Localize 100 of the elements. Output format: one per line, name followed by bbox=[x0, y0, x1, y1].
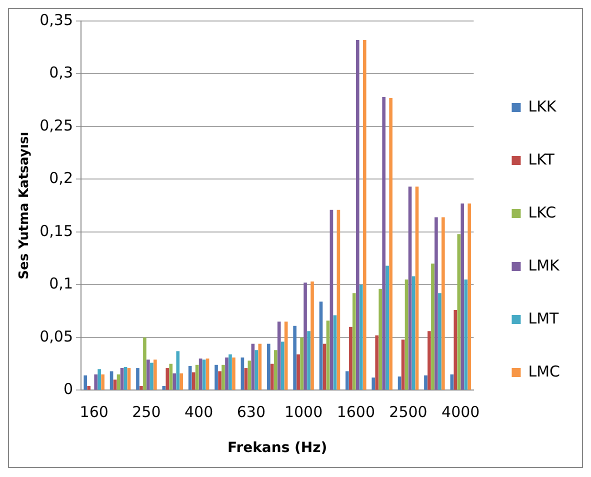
bar bbox=[424, 375, 428, 390]
bar bbox=[169, 364, 173, 390]
bar bbox=[113, 380, 117, 390]
bar bbox=[84, 375, 88, 390]
bar bbox=[202, 360, 206, 390]
bar bbox=[180, 373, 184, 390]
bar bbox=[336, 210, 340, 390]
bar bbox=[120, 368, 124, 390]
legend-label: LKT bbox=[528, 150, 556, 168]
bar bbox=[352, 293, 356, 390]
bar bbox=[442, 217, 445, 390]
bar bbox=[460, 203, 464, 390]
bar bbox=[127, 368, 131, 390]
x-tick-label: 630 bbox=[236, 403, 266, 422]
bar bbox=[372, 378, 376, 390]
bar bbox=[94, 374, 98, 390]
bar bbox=[266, 344, 270, 390]
x-tick-label: 250 bbox=[132, 403, 161, 422]
bar bbox=[428, 331, 431, 390]
y-tick-label: 0 bbox=[63, 380, 73, 398]
bar bbox=[349, 326, 352, 390]
bar bbox=[382, 96, 386, 390]
bar bbox=[300, 337, 304, 390]
bar bbox=[244, 368, 248, 390]
bar bbox=[188, 366, 192, 390]
y-tick-label: 0,15 bbox=[40, 222, 73, 240]
bar bbox=[284, 322, 288, 390]
bar bbox=[378, 288, 382, 390]
x-tick-label: 1000 bbox=[284, 403, 323, 422]
legend-label: LMC bbox=[528, 362, 560, 380]
bar bbox=[206, 358, 210, 390]
bar bbox=[232, 358, 236, 390]
x-tick-label: 160 bbox=[80, 403, 108, 422]
bar bbox=[296, 354, 300, 390]
bar bbox=[389, 98, 392, 390]
bar bbox=[150, 362, 154, 390]
bar bbox=[304, 282, 307, 390]
y-tick-label: 0,05 bbox=[40, 327, 73, 346]
bar bbox=[293, 326, 296, 390]
bar bbox=[333, 315, 337, 390]
bar bbox=[408, 186, 412, 390]
x-axis-title: Frekans (Hz) bbox=[228, 440, 328, 456]
bar bbox=[143, 337, 146, 390]
bar bbox=[166, 368, 170, 390]
bar bbox=[251, 344, 255, 390]
bar bbox=[356, 40, 360, 390]
bar bbox=[98, 369, 101, 390]
bar bbox=[375, 335, 379, 390]
x-tick-label: 2500 bbox=[389, 403, 428, 422]
y-tick-label: 0,35 bbox=[40, 10, 73, 29]
bar bbox=[401, 340, 405, 390]
y-tick-label: 0,3 bbox=[49, 64, 73, 82]
bar bbox=[270, 364, 274, 390]
bar bbox=[176, 351, 180, 390]
bar bbox=[154, 360, 157, 390]
y-tick-label: 0,2 bbox=[49, 169, 73, 188]
legend-label: LKC bbox=[528, 203, 556, 222]
legend-label: LKK bbox=[528, 97, 558, 116]
bar bbox=[404, 279, 408, 390]
y-tick-label: 0,25 bbox=[40, 116, 73, 134]
bar bbox=[386, 266, 389, 390]
bar bbox=[346, 371, 349, 390]
legend-label: LMT bbox=[528, 309, 560, 328]
y-tick-label: 0,1 bbox=[49, 274, 73, 293]
bar bbox=[101, 374, 104, 390]
bar bbox=[277, 322, 281, 390]
bar bbox=[124, 366, 128, 390]
legend-label: LMK bbox=[528, 256, 561, 274]
bar bbox=[431, 264, 434, 390]
bar bbox=[438, 293, 442, 390]
bar bbox=[218, 371, 222, 390]
bar bbox=[464, 279, 468, 390]
bar bbox=[362, 40, 366, 390]
bar bbox=[110, 371, 114, 390]
bar bbox=[359, 284, 363, 390]
bar bbox=[87, 386, 91, 390]
bar bbox=[280, 342, 284, 390]
bar bbox=[240, 358, 244, 390]
bar bbox=[228, 354, 232, 390]
bar bbox=[254, 350, 258, 390]
y-axis-title: Ses Yutma Katsayısı bbox=[17, 132, 32, 280]
bar bbox=[258, 344, 262, 390]
bar bbox=[214, 364, 218, 390]
bar bbox=[454, 310, 458, 390]
x-tick-label: 1600 bbox=[336, 403, 376, 422]
bar bbox=[326, 320, 330, 390]
bar bbox=[198, 358, 202, 390]
bar bbox=[172, 373, 176, 390]
bar bbox=[310, 282, 314, 390]
x-tick-label: 400 bbox=[184, 403, 214, 422]
bar bbox=[319, 302, 323, 390]
bar bbox=[322, 344, 326, 390]
bar bbox=[274, 350, 278, 390]
bar bbox=[412, 276, 416, 390]
bar bbox=[307, 331, 310, 390]
bar bbox=[140, 386, 143, 390]
bar bbox=[457, 234, 461, 390]
bar bbox=[468, 203, 472, 390]
bar bbox=[225, 358, 228, 390]
bar bbox=[415, 186, 419, 390]
